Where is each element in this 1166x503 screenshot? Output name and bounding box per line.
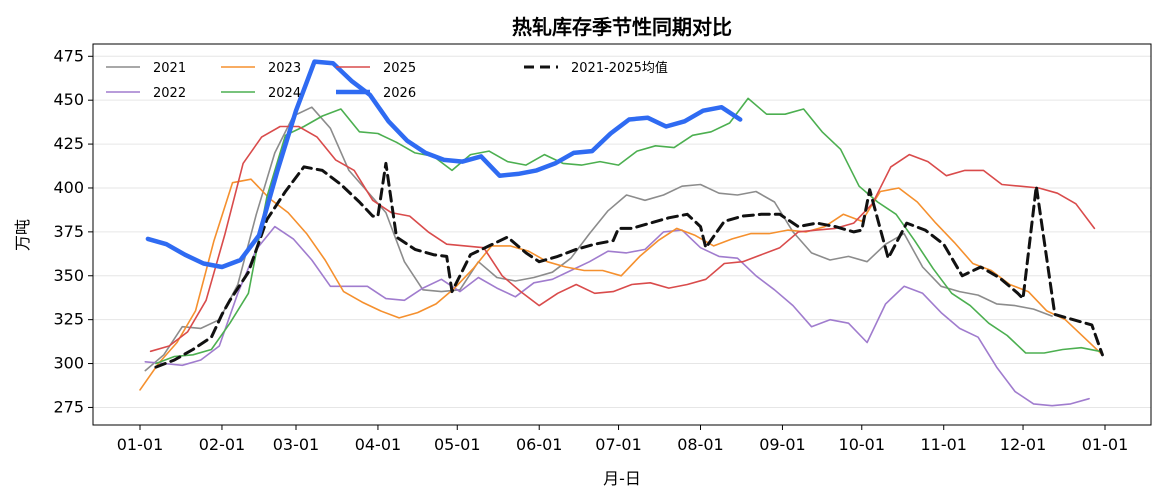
y-tick-label: 350 — [53, 266, 84, 285]
y-tick-label: 475 — [53, 46, 84, 65]
x-axis-ticks: 01-01 02-01 03-01 04-01 05-01 06-01 07-01 08-01… — [117, 425, 1129, 454]
series-line-2026 — [145, 59, 743, 270]
legend-label: 2023 — [268, 61, 301, 76]
legend-label: 2022 — [153, 86, 186, 101]
x-tick-label: 12-01 — [1000, 435, 1047, 454]
x-tick-label: 11-01 — [920, 435, 967, 454]
x-tick-label: 06-01 — [516, 435, 563, 454]
y-tick-label: 275 — [53, 397, 84, 416]
legend-label: 2026 — [383, 86, 416, 101]
series-lines — [139, 59, 1104, 407]
y-tick-label: 300 — [53, 354, 84, 373]
x-tick-label: 02-01 — [199, 435, 246, 454]
series-line-2022 — [144, 225, 1090, 407]
x-axis-label: 月-日 — [603, 469, 641, 488]
y-tick-label: 450 — [53, 90, 84, 109]
y-tick-label: 425 — [53, 134, 84, 153]
series-line-2024 — [155, 97, 1101, 365]
x-tick-label: 03-01 — [273, 435, 320, 454]
y-tick-label: 400 — [53, 178, 84, 197]
plot-frame — [92, 43, 1152, 426]
x-tick-label: 10-01 — [839, 435, 886, 454]
y-tick-label: 325 — [53, 310, 84, 329]
x-tick-label: 01-01 — [1082, 435, 1129, 454]
legend-label: 2021 — [153, 61, 186, 76]
y-tick-label: 375 — [53, 222, 84, 241]
x-tick-label: 04-01 — [355, 435, 402, 454]
x-tick-label: 05-01 — [434, 435, 481, 454]
x-tick-label: 01-01 — [117, 435, 164, 454]
x-tick-label: 07-01 — [595, 435, 642, 454]
series-line-2025 — [149, 125, 1096, 353]
x-tick-label: 08-01 — [677, 435, 724, 454]
legend-label: 2025 — [383, 61, 416, 76]
legend-label: 2021-2025均值 — [571, 60, 668, 76]
chart-title: 热轧库存季节性同期对比 — [512, 15, 732, 39]
x-tick-label: 09-01 — [759, 435, 806, 454]
series-line-2023 — [139, 178, 1104, 391]
legend-label: 2024 — [268, 86, 301, 101]
y-axis-ticks: 275 300 325 350 375 400 425 450 475 — [53, 46, 93, 416]
legend: 2021 2022 2023 2024 2025 2026 2021-2025均值 — [106, 60, 668, 101]
y-axis-label: 万吨 — [13, 219, 32, 251]
series-line-2021-2025均值 — [154, 161, 1104, 369]
